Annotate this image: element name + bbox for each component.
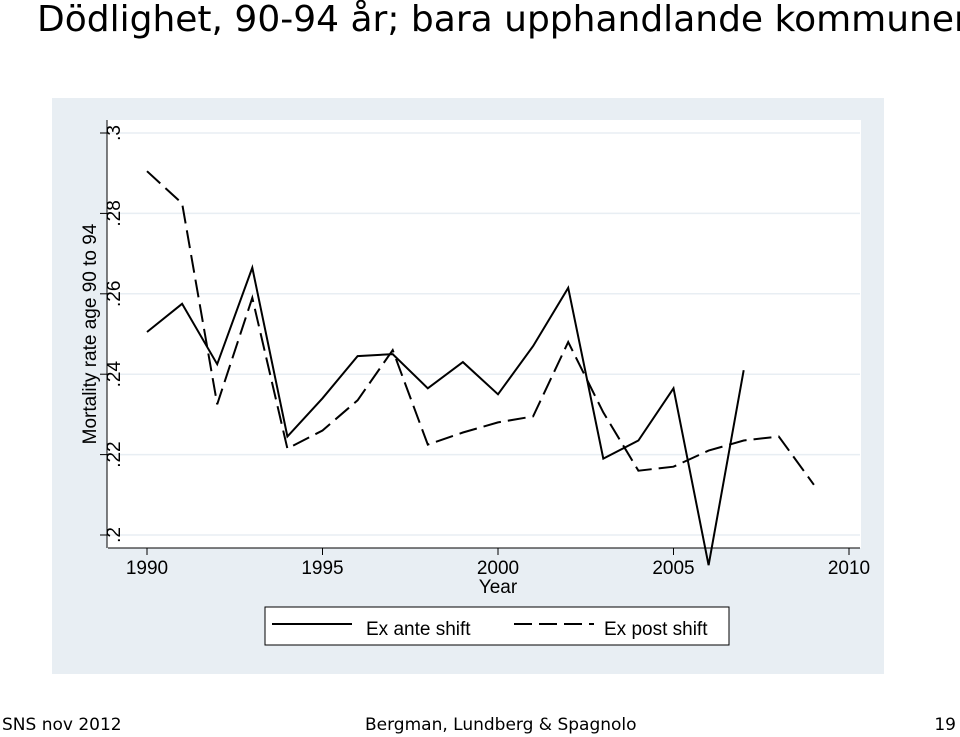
y-tick-label: .2 xyxy=(104,527,125,543)
legend: Ex ante shift Ex post shift xyxy=(264,606,730,646)
footer-authors: Bergman, Lundberg & Spagnolo xyxy=(365,715,637,735)
gridlines xyxy=(108,132,860,536)
x-axis-ticks: 1990 1995 2000 2005 2010 xyxy=(126,548,870,579)
series-line-ex-post-shift xyxy=(146,170,815,486)
y-axis-ticks: .2 .22 .24 .26 .28 .3 xyxy=(100,125,125,543)
legend-label-ex-post: Ex post shift xyxy=(604,619,708,640)
x-axis-label: Year xyxy=(479,577,518,598)
legend-box xyxy=(264,606,730,646)
y-tick-label: .3 xyxy=(104,125,125,141)
x-tick-label: 1990 xyxy=(126,558,168,579)
mortality-line-chart: .2 .22 .24 .26 .28 .3 1990 1995 2000 2005 2010 Mo… xyxy=(52,98,884,674)
x-tick-label: 2010 xyxy=(828,558,870,579)
x-tick-label: 2005 xyxy=(652,558,694,579)
chart-panel: .2 .22 .24 .26 .28 .3 1990 1995 2000 2005 2010 Mo… xyxy=(52,98,884,679)
y-tick-label: .22 xyxy=(104,441,125,467)
y-axis-label: Mortality rate age 90 to 94 xyxy=(80,223,101,444)
y-tick-label: .24 xyxy=(104,361,125,388)
x-tick-label: 1995 xyxy=(301,558,343,579)
x-tick-label: 2000 xyxy=(477,558,519,579)
legend-label-ex-ante: Ex ante shift xyxy=(366,619,471,640)
series-lines xyxy=(146,170,815,566)
y-tick-label: .28 xyxy=(104,200,125,226)
plot-area xyxy=(107,120,861,548)
slide-title: Dödlighet, 90-94 år; bara upphandlande k… xyxy=(37,0,960,40)
page-number: 19 xyxy=(934,715,956,735)
y-tick-label: .26 xyxy=(104,281,125,307)
series-line-ex-ante-shift xyxy=(146,264,745,566)
footer-event: SNS nov 2012 xyxy=(2,715,122,735)
